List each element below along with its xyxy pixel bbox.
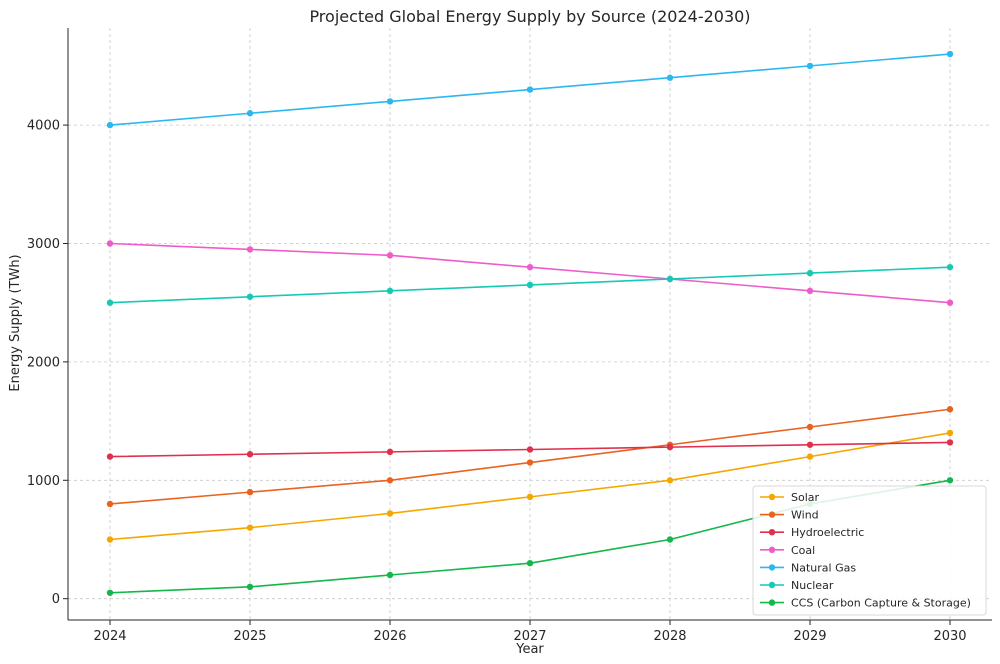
x-tick-label: 2025 bbox=[233, 629, 266, 644]
data-point bbox=[246, 488, 254, 496]
legend: Solar Wind Hydroelectric Coal Natural Gas Nuc… bbox=[752, 485, 987, 616]
data-point bbox=[666, 275, 674, 283]
data-point bbox=[526, 86, 534, 93]
data-point bbox=[246, 293, 254, 300]
y-tick-label: 1000 bbox=[27, 474, 60, 489]
data-point bbox=[806, 62, 814, 70]
data-point bbox=[946, 50, 954, 58]
data-point bbox=[106, 536, 114, 543]
x-tick-label: 2029 bbox=[793, 629, 826, 644]
legend-label: Solar bbox=[791, 491, 820, 504]
data-point bbox=[246, 524, 254, 531]
x-tick-label: 2024 bbox=[93, 629, 126, 644]
y-tick-label: 3000 bbox=[27, 237, 60, 252]
data-point bbox=[386, 448, 394, 456]
data-point bbox=[246, 451, 254, 458]
data-point bbox=[106, 240, 114, 247]
chart-title: Projected Global Energy Supply by Source… bbox=[309, 7, 750, 26]
legend-marker bbox=[768, 564, 776, 571]
x-tick-label: 2026 bbox=[373, 629, 406, 644]
data-point bbox=[666, 536, 674, 543]
data-point bbox=[666, 74, 674, 81]
data-point bbox=[946, 406, 954, 413]
series-natural-gas bbox=[106, 50, 954, 129]
legend-marker bbox=[768, 493, 776, 501]
y-tick-label: 2000 bbox=[27, 355, 60, 370]
legend-label: Wind bbox=[791, 509, 819, 522]
data-point bbox=[106, 500, 114, 508]
data-point bbox=[946, 429, 954, 437]
data-point bbox=[386, 252, 394, 259]
legend-item: Solar bbox=[760, 491, 820, 504]
data-point bbox=[526, 459, 534, 466]
y-axis-label: Energy Supply (TWh) bbox=[8, 254, 23, 391]
legend-marker bbox=[768, 546, 776, 553]
series-nuclear bbox=[106, 263, 954, 306]
legend-item: Nuclear bbox=[760, 579, 834, 592]
legend-label: Natural Gas bbox=[791, 561, 856, 574]
series-hydroelectric bbox=[106, 439, 954, 460]
data-point bbox=[106, 453, 114, 460]
data-point bbox=[666, 477, 674, 484]
data-point bbox=[946, 439, 954, 446]
legend-label: Nuclear bbox=[791, 579, 834, 592]
x-axis-label: Year bbox=[515, 642, 544, 657]
data-point bbox=[246, 110, 254, 117]
series-solar bbox=[106, 429, 954, 543]
data-point bbox=[386, 98, 394, 105]
legend-marker bbox=[768, 529, 776, 536]
data-point bbox=[806, 423, 814, 431]
series-lines bbox=[106, 50, 954, 596]
y-tick-label: 0 bbox=[52, 592, 60, 607]
legend-label: Hydroelectric bbox=[791, 526, 864, 539]
data-point bbox=[386, 477, 394, 484]
data-point bbox=[246, 246, 254, 253]
x-tick-label: 2027 bbox=[513, 629, 546, 644]
legend-item: Natural Gas bbox=[760, 561, 856, 574]
legend-item: Coal bbox=[760, 544, 815, 557]
data-point bbox=[386, 287, 394, 295]
legend-marker bbox=[768, 599, 776, 606]
data-point bbox=[946, 299, 954, 306]
axis-ticks: 2024 2025 2026 2027 2028 2029 2030 0 1000 2000 300… bbox=[27, 119, 967, 644]
data-point bbox=[526, 263, 534, 271]
data-point bbox=[106, 299, 114, 306]
data-point bbox=[106, 589, 114, 596]
grid bbox=[68, 28, 992, 620]
data-point bbox=[246, 583, 254, 591]
data-point bbox=[946, 477, 954, 484]
legend-label: CCS (Carbon Capture & Storage) bbox=[791, 597, 971, 610]
data-point bbox=[526, 559, 534, 567]
data-point bbox=[946, 263, 954, 271]
data-point bbox=[806, 287, 814, 295]
data-point bbox=[806, 441, 814, 448]
data-point bbox=[386, 571, 394, 579]
data-point bbox=[526, 446, 534, 453]
x-tick-label: 2030 bbox=[933, 629, 966, 644]
data-point bbox=[806, 269, 814, 277]
data-point bbox=[386, 510, 394, 517]
data-point bbox=[666, 443, 674, 451]
x-tick-label: 2028 bbox=[653, 629, 686, 644]
legend-marker bbox=[768, 581, 776, 589]
data-point bbox=[106, 121, 114, 129]
legend-item: Wind bbox=[760, 509, 819, 522]
legend-item: Hydroelectric bbox=[760, 526, 864, 539]
data-point bbox=[806, 453, 814, 460]
legend-box bbox=[752, 485, 987, 616]
data-point bbox=[526, 281, 534, 289]
data-point bbox=[526, 493, 534, 501]
legend-marker bbox=[768, 511, 776, 518]
legend-label: Coal bbox=[791, 544, 815, 557]
y-tick-label: 4000 bbox=[27, 119, 60, 134]
legend-item: CCS (Carbon Capture & Storage) bbox=[760, 597, 971, 610]
